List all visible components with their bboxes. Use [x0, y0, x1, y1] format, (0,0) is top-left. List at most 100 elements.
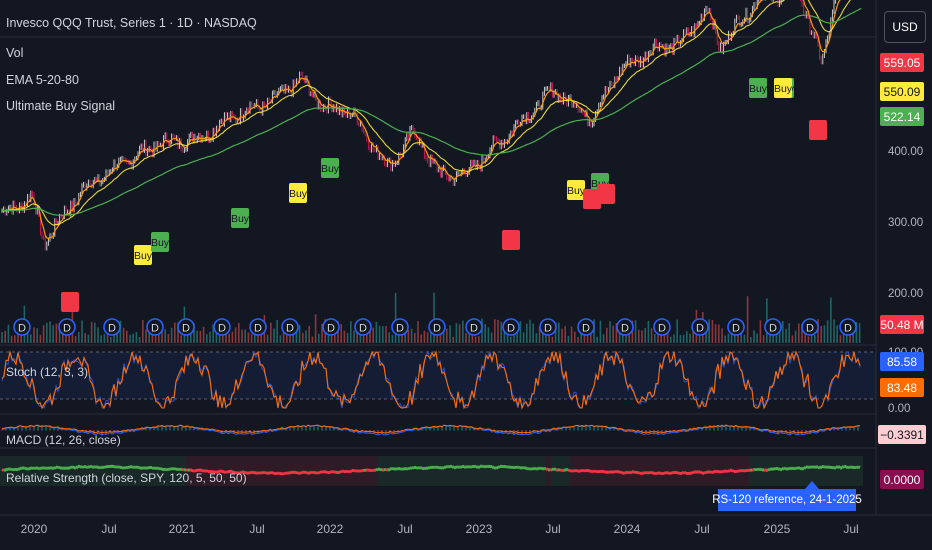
sell-signal-box [597, 184, 615, 204]
rs-pane-label[interactable]: Relative Strength (close, SPY, 120, 5, 5… [6, 471, 247, 485]
volume-bar [385, 326, 387, 343]
volume-bar [356, 331, 358, 343]
volume-bar [762, 335, 765, 343]
rs-line-segment [451, 465, 455, 470]
rs-line-segment [669, 471, 673, 475]
macd-histogram-bar [705, 427, 707, 431]
volume-bar [798, 323, 800, 343]
volume-bar [727, 333, 730, 343]
volume-bar [266, 334, 269, 343]
macd-histogram-bar [717, 425, 719, 431]
volume-bar [135, 332, 138, 343]
rs-background-band [845, 456, 851, 486]
rs-line-segment [243, 470, 247, 475]
rs-line-segment [663, 471, 667, 475]
rs-background-band [17, 456, 23, 486]
macd-histogram-bar [13, 428, 15, 431]
volume-bar [369, 328, 371, 343]
rs-background-band [269, 456, 275, 486]
volume-bar [574, 331, 576, 343]
macd-pane-label[interactable]: MACD (12, 26, close) [6, 433, 121, 447]
volume-bar [158, 329, 160, 343]
indicator-ema-label[interactable]: EMA 5-20-80 [6, 73, 79, 87]
macd-histogram-bar [281, 428, 283, 431]
dividend-marker-label: D [359, 323, 367, 335]
volume-bar [94, 322, 96, 343]
rs-line-segment [249, 470, 253, 475]
stoch-d-tag: 83.48 [880, 378, 924, 397]
rs-line-segment [71, 465, 75, 470]
rs-line-segment [201, 468, 205, 473]
rs-line-segment [477, 465, 481, 470]
rs-line-segment [277, 471, 281, 476]
macd-histogram-bar [413, 429, 415, 431]
rs-line-segment [843, 464, 847, 469]
macd-histogram-bar [593, 426, 595, 431]
rs-background-band [815, 456, 821, 486]
rs-line-segment [603, 470, 607, 474]
indicator-vol-label[interactable]: Vol [6, 46, 24, 60]
volume-bar [468, 327, 470, 343]
rs-line-segment [235, 471, 239, 475]
volume-bar [209, 331, 211, 343]
dividend-marker [727, 318, 745, 336]
rs-line-segment [387, 467, 391, 472]
volume-bar [247, 332, 250, 343]
volume-bar [654, 333, 656, 343]
rs-background-band [539, 456, 545, 486]
stoch-pane-label[interactable]: Stoch (12, 3, 3) [6, 365, 89, 379]
volume-bar [788, 323, 790, 343]
volume-bar [801, 324, 803, 343]
rs-line-segment [619, 470, 623, 475]
rs-line-segment [517, 465, 521, 470]
volume-bar [705, 325, 707, 343]
volume-bar [714, 324, 717, 343]
volume-bar [612, 325, 614, 343]
dividend-marker-label: D [806, 323, 814, 335]
dividend-marker [281, 318, 299, 336]
volume-bar [55, 323, 58, 343]
rs-background-band [683, 456, 689, 486]
indicator-buy-signal-label[interactable]: Ultimate Buy Signal [6, 99, 116, 113]
rs-line-segment [95, 465, 99, 469]
buy-signal-label: Buy [567, 185, 586, 197]
rs-line-segment [443, 465, 447, 470]
dividend-marker [177, 318, 195, 336]
rs-background-band [245, 456, 251, 486]
rs-line-segment [355, 469, 359, 473]
stoch-k-tag: 85.58 [880, 352, 924, 371]
volume-bar [807, 336, 810, 343]
currency-button[interactable]: USD [884, 11, 926, 43]
rs-line-segment [49, 466, 53, 470]
volume-bar [295, 332, 298, 343]
rs-line-segment [725, 469, 729, 474]
volume-bar [426, 332, 429, 343]
buy-signal-box [289, 183, 307, 203]
volume-bar [241, 329, 243, 343]
volume-bar [503, 326, 506, 343]
rs-line-segment [191, 469, 195, 473]
macd-histogram-bar [445, 425, 447, 431]
volume-bar [679, 335, 682, 343]
rs-line-segment [465, 465, 469, 469]
price-axis-label-400: 400.00 [888, 146, 924, 158]
symbol-title[interactable]: Invesco QQQ Trust, Series 1 · 1D · NASDA… [6, 16, 257, 30]
macd-histogram-bar [361, 430, 363, 433]
rs-background-band [641, 456, 647, 486]
rs-line-segment [529, 467, 533, 471]
volume-bar [782, 321, 784, 343]
rs-line-segment [123, 465, 127, 470]
dividend-marker [391, 318, 409, 336]
dividend-marker-label: D [254, 323, 262, 335]
macd-histogram-bar [33, 426, 35, 431]
macd-histogram-bar [753, 427, 755, 431]
macd-histogram-bar [337, 428, 339, 431]
rs-line-segment [25, 467, 29, 471]
volume-bar [474, 336, 477, 343]
rs-background-band [431, 456, 437, 486]
rs-line-segment [371, 468, 375, 473]
dividend-marker [58, 318, 76, 336]
rs-background-band [599, 456, 605, 486]
dividend-marker [691, 318, 709, 336]
